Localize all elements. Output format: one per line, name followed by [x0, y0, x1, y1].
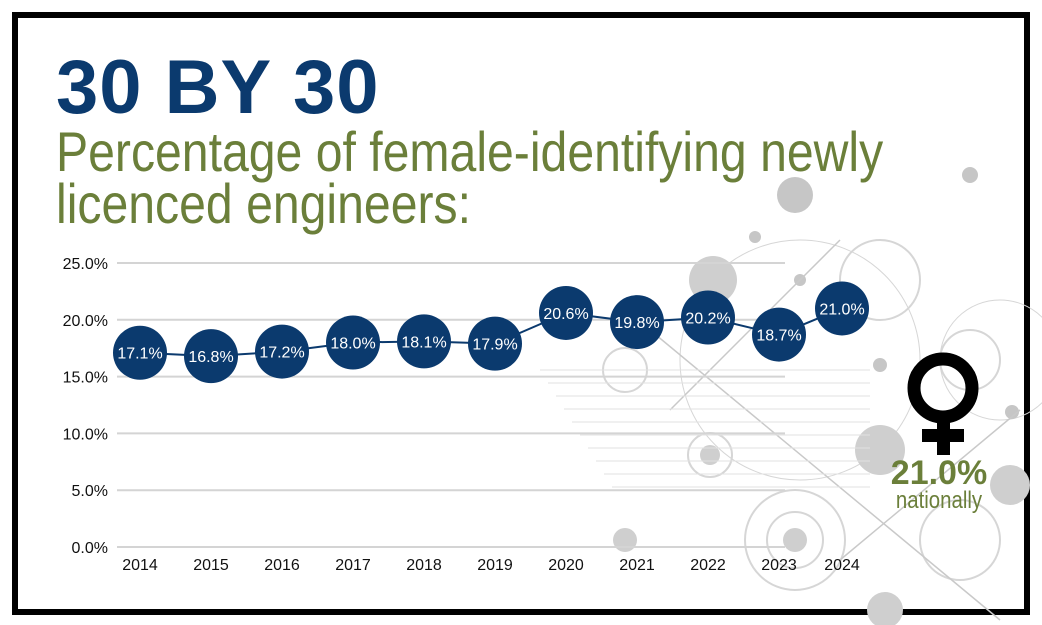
data-point: [255, 324, 309, 379]
x-tick-label: 2014: [122, 557, 158, 574]
x-tick-label: 2022: [690, 557, 726, 574]
national-label: nationally: [895, 487, 983, 514]
x-tick-label: 2019: [477, 557, 513, 574]
chart-subtitle: Percentage of female-identifying newly l…: [56, 120, 884, 235]
x-tick-label: 2018: [406, 557, 442, 574]
national-callout: 21.0% nationally: [880, 454, 998, 514]
data-label: 20.6%: [543, 306, 588, 323]
data-label: 18.0%: [330, 336, 375, 353]
data-point: [539, 285, 593, 340]
national-value: 21.0%: [890, 454, 988, 492]
data-point: [326, 315, 380, 370]
x-tick-label: 2023: [761, 557, 797, 574]
data-point: [815, 281, 869, 336]
x-tick-label: 2020: [548, 557, 584, 574]
x-tick-label: 2015: [193, 557, 229, 574]
y-tick-label: 20.0%: [63, 313, 108, 330]
x-tick-label: 2021: [619, 557, 655, 574]
data-label: 16.8%: [188, 349, 233, 366]
data-point: [681, 290, 735, 345]
data-point: [610, 295, 664, 350]
data-point: [113, 325, 167, 380]
data-label: 18.1%: [401, 334, 446, 351]
y-tick-label: 10.0%: [63, 426, 108, 443]
data-label: 17.9%: [472, 337, 517, 354]
page-title: 30 BY 30: [56, 45, 380, 130]
data-point: [468, 316, 522, 371]
data-point: [752, 307, 806, 362]
data-label: 19.8%: [614, 315, 659, 332]
data-label: 17.2%: [259, 345, 304, 362]
data-label: 17.1%: [117, 346, 162, 363]
y-tick-label: 15.0%: [63, 370, 108, 387]
subtitle-line-1: Percentage of female-identifying newly: [56, 120, 884, 183]
data-label: 21.0%: [819, 301, 864, 318]
subtitle-line-2: licenced engineers:: [56, 172, 471, 235]
data-point: [397, 314, 451, 369]
data-label: 20.2%: [685, 311, 730, 328]
x-tick-label: 2016: [264, 557, 300, 574]
data-point: [184, 329, 238, 384]
x-tick-label: 2024: [824, 557, 860, 574]
y-tick-label: 0.0%: [72, 540, 108, 557]
x-tick-label: 2017: [335, 557, 371, 574]
data-label: 18.7%: [756, 328, 801, 345]
y-tick-label: 5.0%: [72, 483, 108, 500]
y-tick-label: 25.0%: [63, 256, 108, 273]
